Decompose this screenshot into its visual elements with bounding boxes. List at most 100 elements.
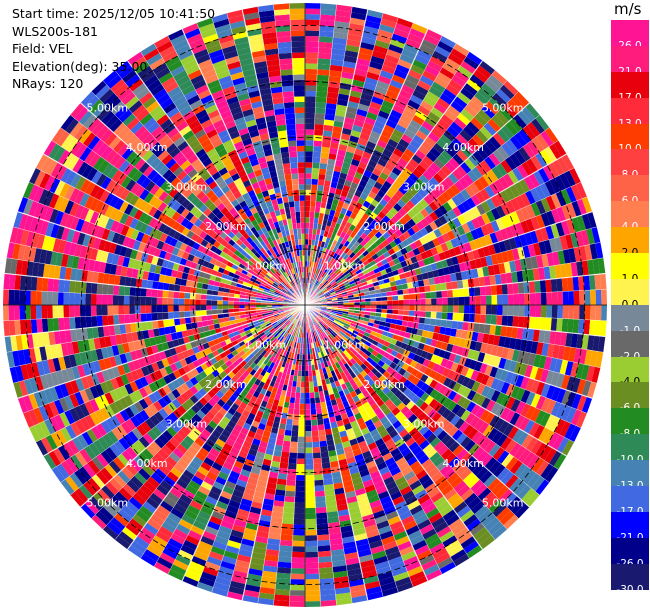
velocity-cell xyxy=(373,181,383,190)
velocity-cell xyxy=(305,118,315,125)
velocity-cell xyxy=(572,319,580,334)
velocity-cell xyxy=(514,132,528,147)
velocity-cell xyxy=(280,534,293,541)
velocity-cell xyxy=(456,448,469,461)
velocity-cell xyxy=(333,31,348,40)
velocity-cell xyxy=(440,319,447,328)
velocity-cell xyxy=(420,350,429,359)
velocity-cell xyxy=(102,315,109,327)
velocity-cell xyxy=(455,432,468,445)
velocity-cell xyxy=(366,356,374,364)
velocity-cell xyxy=(589,350,598,367)
velocity-cell xyxy=(346,249,353,257)
velocity-cell xyxy=(504,409,516,424)
velocity-cell xyxy=(483,275,491,287)
velocity-cell xyxy=(464,412,476,425)
velocity-cell xyxy=(515,222,525,236)
velocity-cell xyxy=(480,200,491,213)
velocity-cell xyxy=(311,173,319,180)
velocity-cell xyxy=(571,200,582,217)
velocity-cell xyxy=(587,259,595,276)
velocity-cell xyxy=(374,39,390,50)
velocity-cell xyxy=(320,285,326,291)
velocity-cell xyxy=(305,261,308,267)
velocity-cell xyxy=(309,283,312,290)
velocity-cell xyxy=(327,81,341,89)
velocity-cell xyxy=(85,305,92,317)
velocity-cell xyxy=(339,330,345,337)
velocity-cell xyxy=(424,65,440,77)
velocity-cell xyxy=(584,349,593,366)
velocity-cell xyxy=(293,524,305,531)
velocity-cell xyxy=(420,305,426,312)
velocity-cell xyxy=(384,282,391,288)
velocity-cell xyxy=(313,273,317,280)
velocity-cell xyxy=(538,427,550,443)
velocity-cell xyxy=(370,308,377,313)
velocity-cell xyxy=(334,254,341,261)
velocity-cell xyxy=(369,260,377,267)
velocity-cell xyxy=(430,339,438,348)
velocity-cell xyxy=(488,96,504,111)
velocity-cell xyxy=(348,22,365,32)
velocity-cell xyxy=(326,163,335,171)
velocity-cell xyxy=(418,125,431,137)
velocity-cell xyxy=(335,289,341,294)
velocity-cell xyxy=(369,154,380,164)
velocity-cell xyxy=(451,137,465,150)
velocity-cell xyxy=(331,239,338,247)
velocity-cell xyxy=(403,222,412,231)
velocity-cell xyxy=(417,259,426,268)
velocity-cell xyxy=(557,250,566,265)
velocity-cell xyxy=(456,395,467,407)
velocity-cell xyxy=(299,398,305,404)
velocity-cell xyxy=(523,281,530,294)
velocity-cell xyxy=(504,474,519,489)
velocity-cell xyxy=(352,247,360,255)
velocity-cell xyxy=(508,237,518,250)
velocity-cell xyxy=(383,124,395,134)
velocity-cell xyxy=(346,329,353,335)
velocity-cell xyxy=(292,535,305,542)
velocity-cell xyxy=(424,224,434,234)
velocity-cell xyxy=(316,517,328,525)
velocity-cell xyxy=(339,285,346,290)
velocity-cell xyxy=(407,218,417,228)
velocity-cell xyxy=(520,220,530,234)
velocity-cell xyxy=(343,156,353,164)
velocity-cell xyxy=(351,349,359,356)
velocity-cell xyxy=(409,305,415,311)
velocity-cell xyxy=(446,343,454,353)
velocity-cell xyxy=(344,282,351,288)
velocity-cell xyxy=(30,305,37,320)
velocity-cell xyxy=(509,135,523,151)
velocity-cell xyxy=(438,215,448,226)
velocity-cell xyxy=(564,360,574,377)
velocity-cell xyxy=(355,63,369,72)
velocity-cell xyxy=(321,300,327,303)
velocity-cell xyxy=(369,172,380,182)
velocity-cell xyxy=(375,296,382,302)
velocity-cell xyxy=(408,315,415,323)
velocity-cell xyxy=(352,153,363,162)
velocity-cell xyxy=(354,305,360,308)
velocity-cell xyxy=(429,422,440,434)
velocity-cell xyxy=(550,278,558,293)
velocity-cell xyxy=(427,131,440,143)
velocity-cell xyxy=(337,249,344,257)
velocity-cell xyxy=(479,437,492,451)
velocity-cell xyxy=(504,186,516,201)
velocity-cell xyxy=(484,139,498,153)
velocity-cell xyxy=(305,409,311,415)
velocity-cell xyxy=(305,13,321,20)
velocity-cell xyxy=(283,507,295,514)
velocity-cell xyxy=(319,295,326,299)
velocity-cell xyxy=(368,270,376,276)
velocity-cell xyxy=(129,305,136,315)
velocity-cell xyxy=(324,208,331,215)
velocity-cell xyxy=(427,111,441,123)
velocity-cell xyxy=(328,263,335,270)
velocity-cell xyxy=(435,283,442,292)
velocity-cell xyxy=(407,99,421,111)
velocity-cell xyxy=(424,136,437,148)
